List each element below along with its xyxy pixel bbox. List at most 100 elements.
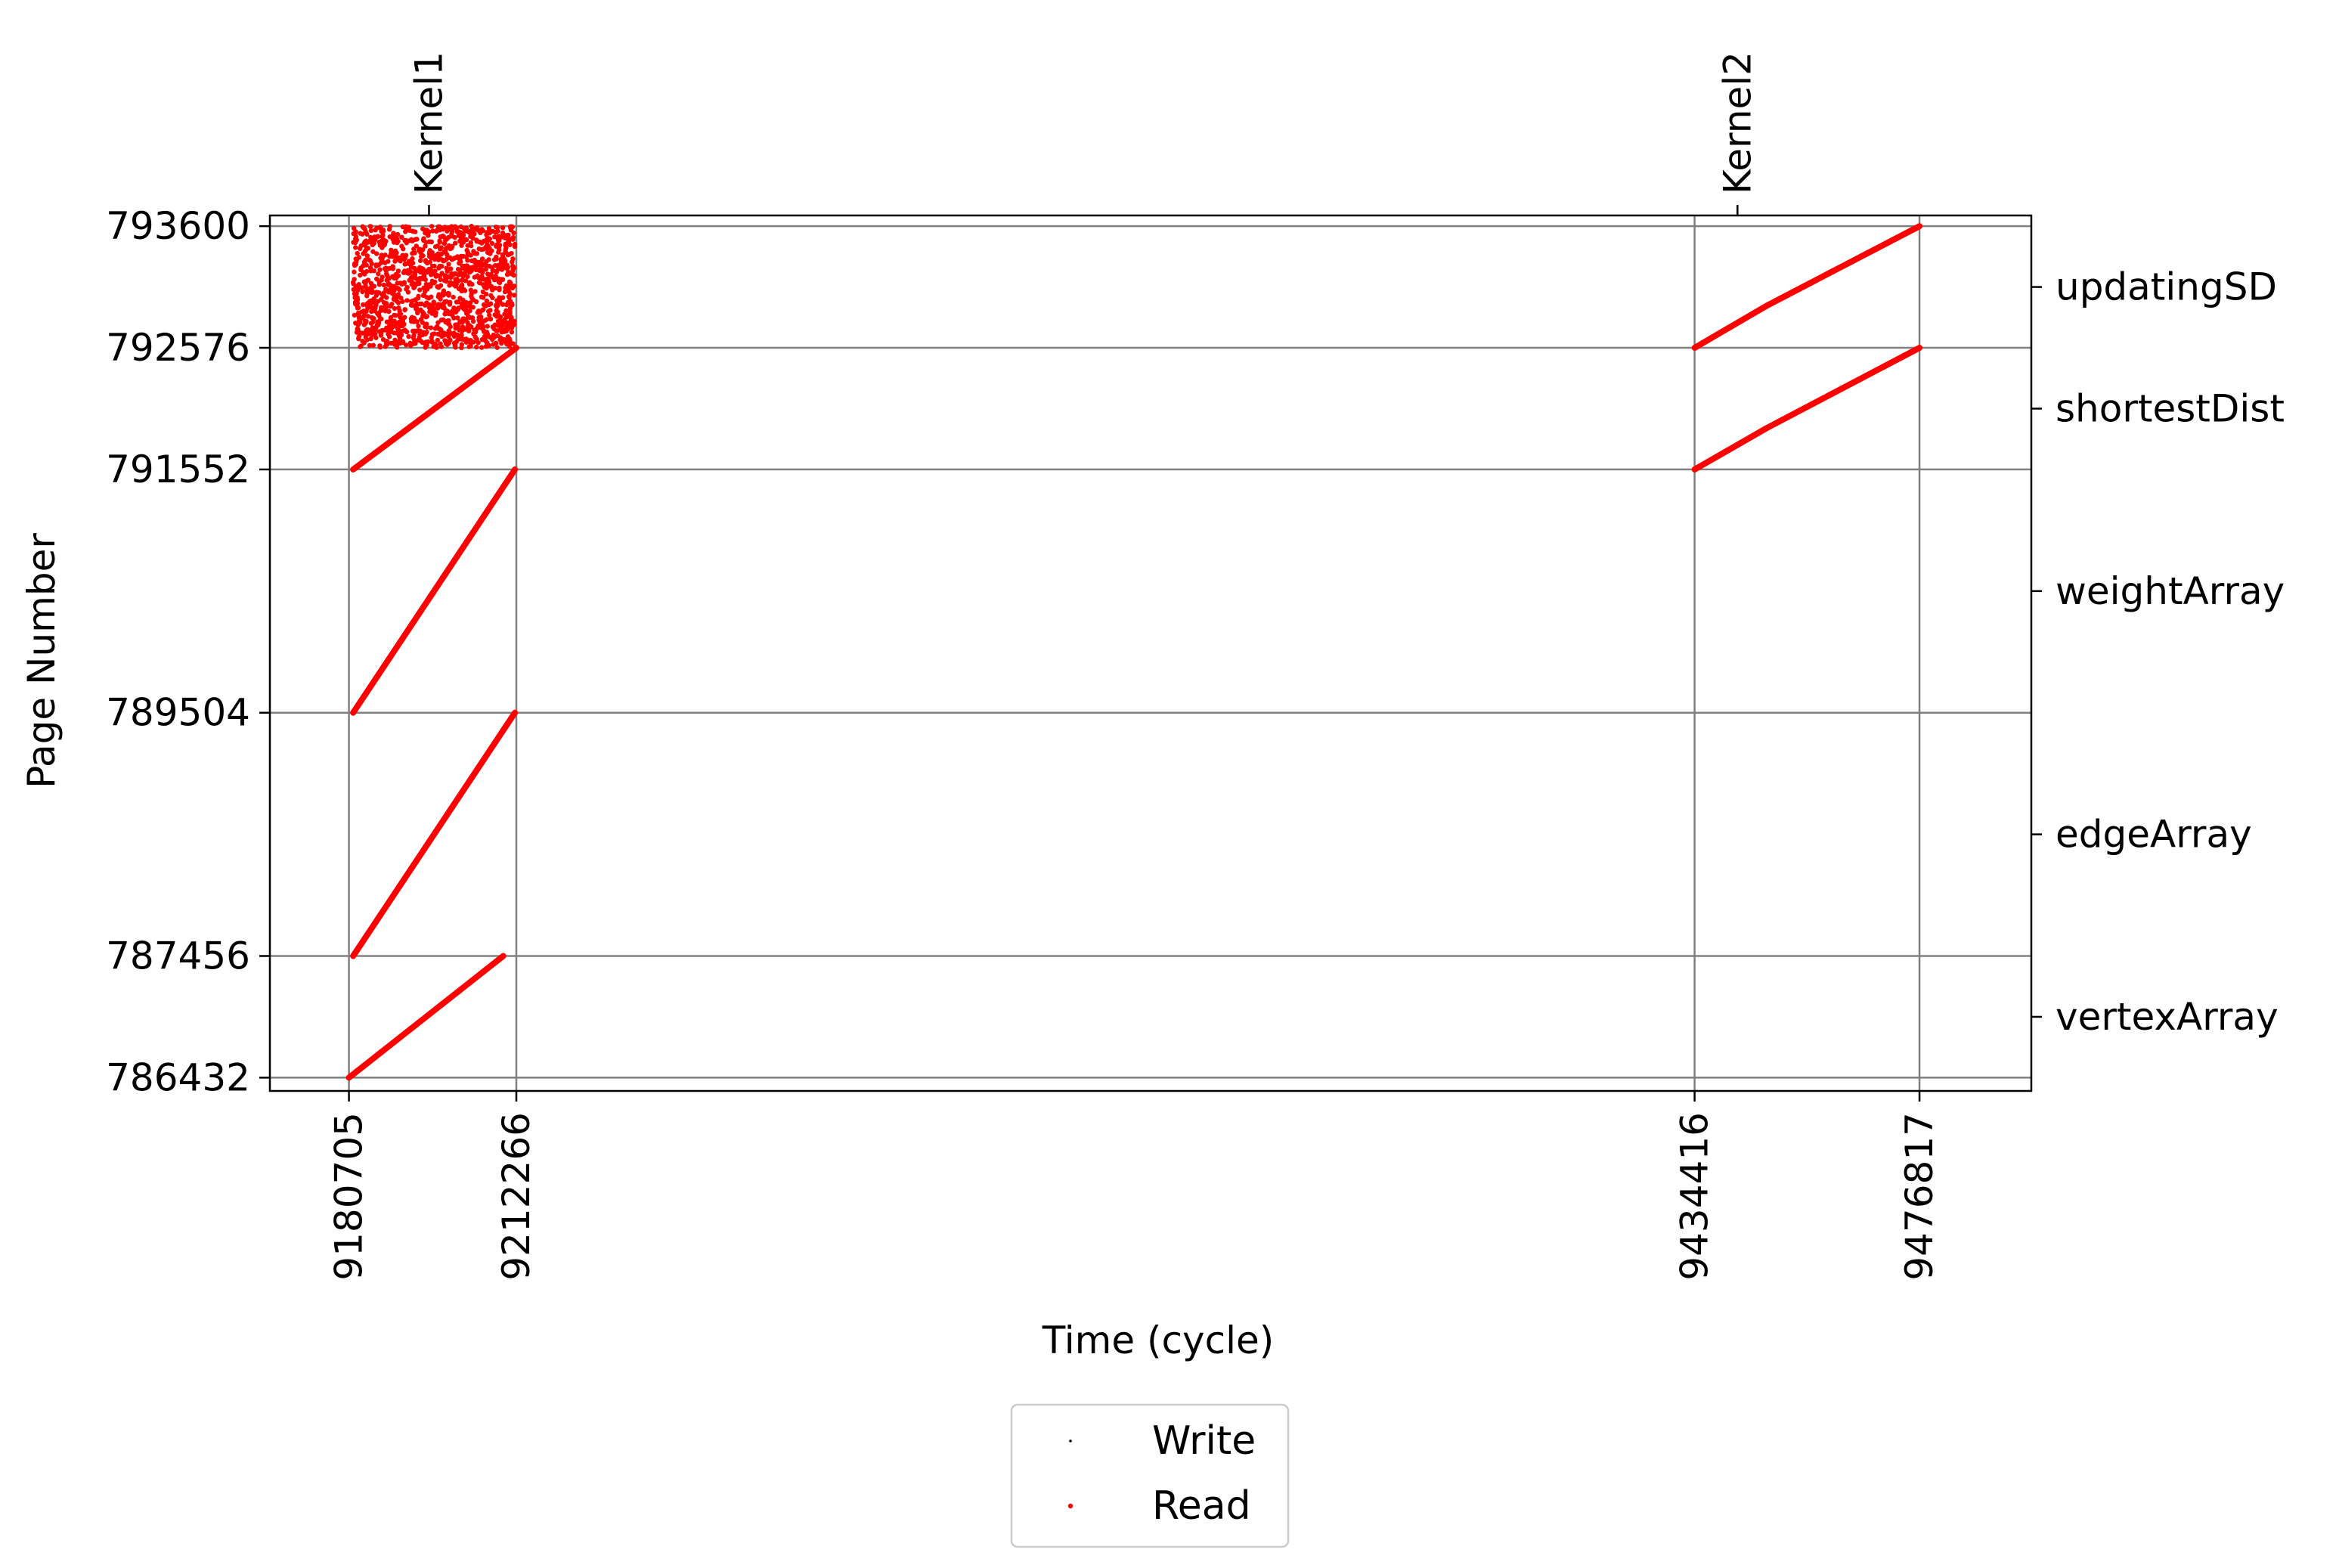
- read-access-point: [484, 298, 490, 304]
- read-access-point: [500, 225, 506, 231]
- read-access-point: [451, 330, 457, 336]
- read-access-point: [413, 237, 419, 242]
- read-access-point: [377, 343, 383, 349]
- read-access-point: [438, 344, 445, 349]
- read-access-point: [502, 318, 507, 324]
- read-access-point: [351, 225, 357, 231]
- read-access-point: [429, 263, 435, 269]
- read-access-point: [420, 247, 426, 253]
- legend: Write Read: [1010, 1403, 1290, 1548]
- read-access-point: [491, 257, 497, 262]
- read-access-point: [358, 343, 364, 349]
- read-access-point: [377, 317, 383, 322]
- read-access-point: [394, 236, 400, 241]
- read-access-point: [484, 317, 489, 322]
- read-access-point: [453, 322, 458, 327]
- x-axis-ticks: 9180705 9212266 9434416 9476817: [327, 1091, 1941, 1281]
- read-access-point: [402, 256, 407, 261]
- read-access-point: [494, 345, 500, 350]
- read-access-point: [446, 262, 451, 267]
- read-access-point: [495, 237, 501, 243]
- read-access-point: [512, 241, 518, 247]
- read-access-point: [472, 265, 478, 271]
- read-access-point: [404, 227, 410, 233]
- read-access-point: [371, 299, 376, 305]
- read-access-point: [432, 255, 438, 260]
- read-access-point: [485, 242, 490, 247]
- read-access-point: [378, 240, 384, 246]
- read-access-point: [416, 324, 421, 329]
- read-access-point: [442, 291, 448, 296]
- read-access-point: [500, 295, 506, 300]
- read-access-point: [439, 263, 445, 269]
- read-access-point: [415, 328, 420, 333]
- read-access-point: [383, 268, 389, 274]
- read-access-point: [423, 243, 428, 249]
- read-access-point: [383, 344, 388, 349]
- read-access-point: [443, 246, 449, 251]
- read-access-point: [373, 228, 378, 233]
- read-access-point: [455, 299, 461, 305]
- read-access-point: [497, 287, 502, 293]
- read-access-point: [443, 341, 449, 346]
- read-access-point: [499, 328, 505, 333]
- read-access-point: [444, 299, 449, 305]
- read-access-point: [402, 307, 407, 313]
- read-access-point: [392, 248, 398, 254]
- read-access-point: [471, 249, 476, 254]
- read-access-point: [472, 327, 477, 333]
- read-access-point: [510, 237, 516, 242]
- read-access-point: [495, 228, 500, 234]
- read-access-point: [493, 274, 498, 279]
- read-access-point: [481, 327, 486, 333]
- read-access-point: [424, 228, 430, 233]
- read-access-point: [417, 287, 423, 293]
- read-access-point: [481, 238, 487, 244]
- read-access-point: [397, 311, 402, 318]
- read-access-point: [437, 240, 443, 245]
- read-access-point: [392, 275, 397, 281]
- read-access-point: [441, 240, 448, 246]
- read-access-point: [395, 280, 400, 286]
- read-access-point: [367, 342, 373, 349]
- read-access-point: [449, 257, 455, 262]
- read-access-point: [493, 225, 499, 230]
- read-access-point: [420, 339, 425, 346]
- kernel-label: Kernel2: [1715, 51, 1759, 194]
- read-access-point: [469, 234, 475, 240]
- read-access-point: [361, 225, 366, 231]
- read-access-point: [364, 291, 370, 296]
- read-access-point: [368, 238, 373, 244]
- read-access-point: [504, 341, 510, 347]
- read-access-point: [399, 234, 404, 240]
- read-access-point: [420, 320, 426, 325]
- read-access-point: [453, 240, 458, 246]
- read-access-point: [392, 305, 398, 311]
- read-access-point: [417, 277, 423, 283]
- read-access-point: [412, 265, 417, 271]
- read-access-point: [449, 280, 454, 287]
- read-access-point: [462, 307, 467, 312]
- read-access-point: [445, 308, 451, 314]
- read-access-point: [429, 224, 435, 229]
- read-access-point: [429, 339, 435, 344]
- kernel-label: Kernel1: [407, 51, 451, 194]
- read-access-point: [385, 273, 390, 279]
- read-access-point: [430, 228, 435, 234]
- read-access-point: [507, 299, 513, 304]
- read-access-point: [414, 306, 419, 311]
- read-access-point: [476, 315, 482, 320]
- read-access-point: [485, 340, 490, 346]
- read-access-point: [352, 312, 358, 318]
- read-access-point: [504, 262, 510, 268]
- read-access-point: [511, 230, 516, 236]
- read-access-point: [440, 333, 446, 338]
- read-access-point: [508, 271, 514, 277]
- read-access-point: [477, 239, 482, 245]
- read-access-point: [368, 336, 373, 342]
- read-access-point: [425, 232, 430, 237]
- read-access-point: [479, 294, 485, 300]
- read-access-point: [456, 286, 462, 292]
- read-access-point: [360, 289, 365, 295]
- read-access-point: [451, 305, 457, 311]
